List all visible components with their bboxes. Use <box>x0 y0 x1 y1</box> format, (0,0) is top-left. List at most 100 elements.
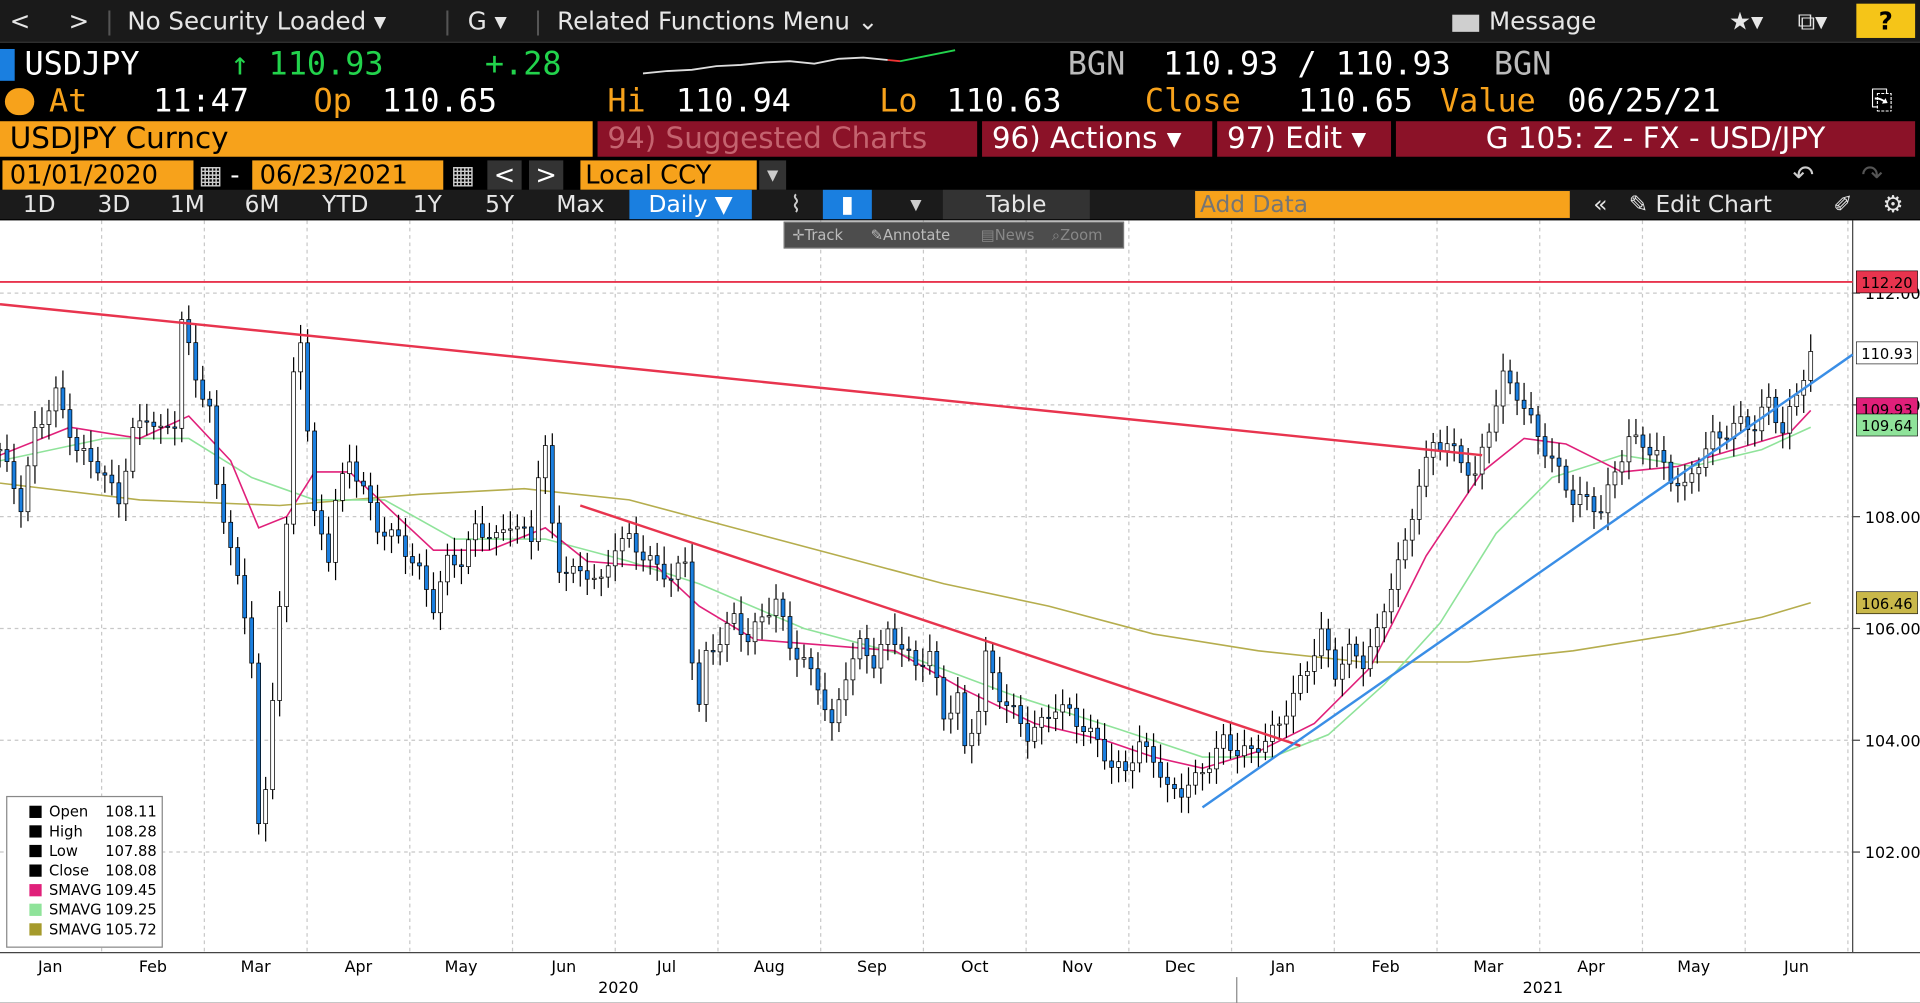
candle-body <box>1591 496 1597 513</box>
legend-swatch <box>29 884 42 897</box>
back-arrow-icon[interactable]: < <box>9 6 31 36</box>
annotate-tool[interactable]: ✎ Annotate <box>871 223 951 247</box>
candle-body <box>1235 750 1240 757</box>
calendar-icon[interactable]: ▦ <box>198 160 223 190</box>
security-dropdown[interactable]: No Security Loaded ▾ <box>127 6 387 36</box>
edit-icon[interactable]: ✐ <box>1833 191 1853 218</box>
help-button[interactable]: ? <box>1856 3 1916 38</box>
news-tool[interactable]: ▤ News <box>981 223 1035 247</box>
candle-body <box>857 638 863 660</box>
message-button[interactable]: Message <box>1452 0 1596 42</box>
candle-body <box>1409 519 1415 541</box>
candle-body <box>1339 663 1345 680</box>
g-dropdown[interactable]: G ▾ <box>467 6 507 36</box>
security-field[interactable]: USDJPY Curncy <box>0 121 593 157</box>
candle-body <box>1172 784 1177 790</box>
candle-body <box>1542 436 1548 457</box>
news-label: News <box>994 226 1035 244</box>
start-date-field[interactable]: 01/01/2020 <box>2 160 194 190</box>
track-tool[interactable]: ✛ Track <box>792 223 843 247</box>
candle-body <box>1374 627 1380 648</box>
gear-icon[interactable]: ⚙ <box>1882 191 1904 218</box>
trendline-long <box>0 303 1483 457</box>
add-data-input[interactable] <box>1195 191 1570 218</box>
range-button-6m[interactable]: 6M <box>244 191 280 218</box>
candle-body <box>1284 715 1289 725</box>
currency-select[interactable]: Local CCY <box>580 160 757 190</box>
edit-chart-label: Edit Chart <box>1655 191 1772 218</box>
range-button-ytd[interactable]: YTD <box>322 191 369 218</box>
currency-dropdown-icon[interactable]: ▼ <box>759 160 787 190</box>
zoom-tool[interactable]: ⌕ Zoom <box>1052 223 1103 247</box>
frequency-select[interactable]: Daily ▼ <box>629 189 752 220</box>
undo-icon[interactable]: ↶ <box>1792 160 1815 190</box>
low-value: 110.63 <box>946 83 1062 121</box>
calendar-icon[interactable]: ▦ <box>450 160 475 190</box>
candle-body <box>1353 643 1359 657</box>
price-chart[interactable]: 112.00110.00108.00106.00104.00102.00JanF… <box>0 220 1920 1003</box>
candle-body <box>1493 405 1499 433</box>
candle-body <box>1388 588 1394 613</box>
candle-body <box>389 529 394 537</box>
candle-body <box>1619 461 1625 473</box>
candle-body <box>438 581 443 614</box>
candle-body <box>1416 485 1422 520</box>
candle-body <box>1158 761 1163 778</box>
legend-label: Low <box>48 842 78 860</box>
range-button-5y[interactable]: 5Y <box>485 191 515 218</box>
redo-icon[interactable]: ↷ <box>1861 160 1883 190</box>
candle-body <box>682 561 688 564</box>
y-tick-label: 104.00 <box>1865 731 1920 750</box>
line-chart-icon[interactable]: ⌇ <box>790 191 802 218</box>
edit-button[interactable]: 97) Edit ▾ <box>1217 121 1392 157</box>
end-date-field[interactable]: 06/23/2021 <box>252 160 444 190</box>
candle-body <box>60 387 66 411</box>
candle-body <box>221 483 227 523</box>
x-tick-label: May <box>1677 957 1710 976</box>
candle-body <box>382 531 387 537</box>
window-icon[interactable]: ⧉▾ <box>1797 6 1828 36</box>
chart-area[interactable]: 112.00110.00108.00106.00104.00102.00JanF… <box>0 220 1920 1003</box>
legend-swatch <box>29 923 42 936</box>
candle-body <box>529 526 534 542</box>
star-icon[interactable]: ★▾ <box>1728 6 1764 36</box>
candle-body <box>976 710 982 734</box>
range-button-1d[interactable]: 1D <box>22 191 56 218</box>
last-price: ↑ 110.93 <box>230 46 384 84</box>
candle-body <box>717 644 723 653</box>
candle-body <box>668 578 674 581</box>
candle-body <box>417 562 422 567</box>
candle-body <box>1346 643 1352 665</box>
candle-body <box>1563 465 1569 491</box>
export-icon[interactable]: ⎘ <box>1871 85 1893 117</box>
next-period-button[interactable]: > <box>528 160 564 190</box>
at-time: 11:47 <box>153 83 249 121</box>
candle-body <box>675 562 681 580</box>
candle-body <box>130 427 136 472</box>
forward-arrow-icon[interactable]: > <box>68 6 90 36</box>
divider: | <box>443 6 452 36</box>
high-label: Hi <box>607 83 646 121</box>
range-button-1m[interactable]: 1M <box>169 191 205 218</box>
chart-type-dropdown-icon[interactable]: ▼ <box>910 195 922 214</box>
candle-body <box>710 650 716 653</box>
range-button-3d[interactable]: 3D <box>97 191 131 218</box>
range-button-1y[interactable]: 1Y <box>412 191 442 218</box>
prev-period-button[interactable]: < <box>487 160 522 190</box>
related-functions-menu[interactable]: Related Functions Menu ⌄ <box>557 6 879 36</box>
candle-chart-icon[interactable]: ▮ <box>822 189 872 220</box>
actions-button[interactable]: 96) Actions ▾ <box>982 121 1213 157</box>
candle-body <box>941 677 947 720</box>
candle-body <box>46 410 52 425</box>
legend-value: 105.72 <box>105 920 157 938</box>
candle-body <box>1116 761 1121 768</box>
range-button-max[interactable]: Max <box>556 191 605 218</box>
collapse-icon[interactable]: « <box>1593 191 1608 218</box>
table-button[interactable]: Table <box>942 189 1090 220</box>
legend-swatch <box>29 805 42 818</box>
open-value: 110.65 <box>382 83 498 121</box>
suggested-charts-button[interactable]: 94) Suggested Charts <box>597 121 978 157</box>
candle-body <box>354 461 359 482</box>
candle-body <box>990 650 996 674</box>
edit-chart-button[interactable]: ✎ Edit Chart <box>1629 190 1813 219</box>
